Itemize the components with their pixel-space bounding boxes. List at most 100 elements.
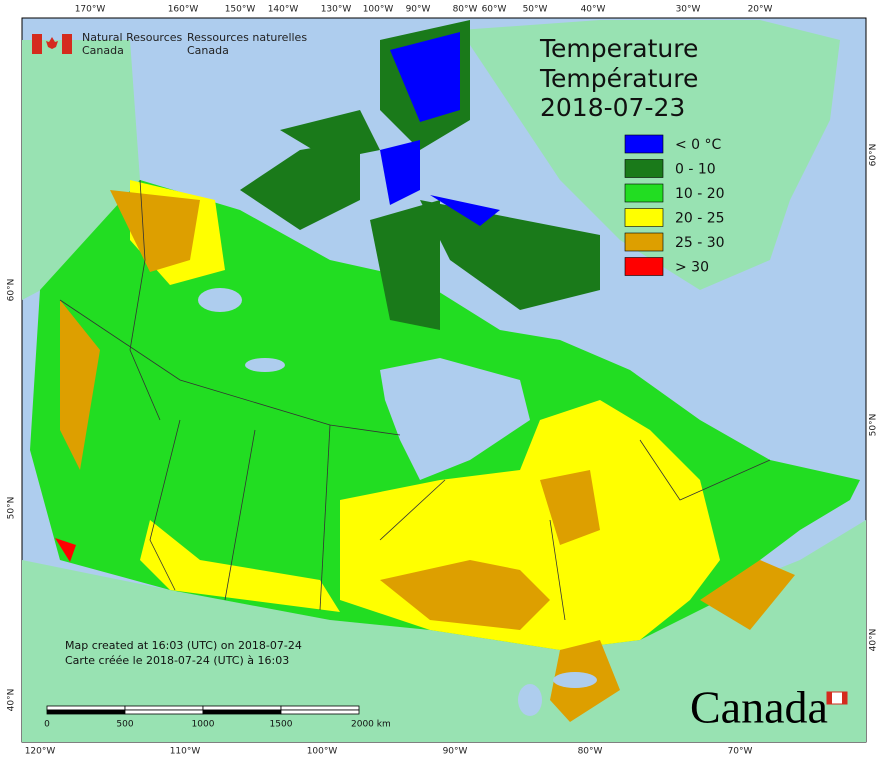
region <box>420 200 600 310</box>
graticule-label: 70°W <box>728 747 753 757</box>
scale-segment <box>202 705 282 711</box>
graticule-label: 60°W <box>482 5 507 15</box>
graticule-label: 150°W <box>225 5 256 15</box>
region <box>280 110 380 160</box>
graticule-label: 110°W <box>170 747 201 757</box>
legend: < 0 °C 0 - 10 10 - 20 20 - 25 25 - 30 > 30 <box>624 134 725 276</box>
scale-label: 1500 <box>270 720 293 730</box>
org-en: Natural Resources <box>82 31 183 44</box>
border <box>379 479 446 541</box>
graticule-label: 40°W <box>581 5 606 15</box>
scale-segment <box>46 709 126 715</box>
region <box>60 300 100 470</box>
graticule-label: 50°N <box>7 497 17 520</box>
hudson-bay <box>380 358 530 480</box>
graticule-label: 90°W <box>406 5 431 15</box>
legend-swatch <box>624 232 664 252</box>
region <box>380 140 420 205</box>
org-en: Canada <box>82 44 124 57</box>
graticule-label: 170°W <box>75 5 106 15</box>
graticule-labels: 170°W 160°W 150°W 140°W 130°W 100°W 90°W 80°W 60… <box>7 5 879 757</box>
graticule-label: 100°W <box>363 5 394 15</box>
header: Natural Resources Canada Ressources natu… <box>32 31 307 57</box>
graticule-label: 60°N <box>869 144 879 167</box>
legend-label: 25 - 30 <box>675 235 725 251</box>
graticule-label: 50°W <box>523 5 548 15</box>
lake <box>518 684 542 716</box>
graticule-label: 20°W <box>748 5 773 15</box>
date: 2018-07-23 <box>540 93 685 122</box>
graticule-label: 80°W <box>578 747 603 757</box>
scale-label: 500 <box>116 720 133 730</box>
graticule-label: 90°W <box>443 747 468 757</box>
scale-segment <box>202 709 282 715</box>
note: Map created at 16:03 (UTC) on 2018-07-24 <box>65 639 302 652</box>
border <box>59 299 401 436</box>
region <box>140 520 340 612</box>
legend-swatch <box>624 257 664 276</box>
legend-swatch <box>624 208 664 227</box>
graticule-label: 50°N <box>869 414 879 437</box>
border <box>149 419 181 591</box>
graticule-label: 30°W <box>676 5 701 15</box>
graticule-label: 40°N <box>7 689 17 712</box>
graticule-label: 130°W <box>321 5 352 15</box>
scale-label: 2000 km <box>351 720 391 730</box>
water-bodies <box>198 288 597 716</box>
border <box>549 519 566 621</box>
note: Carte créée le 2018-07-24 (UTC) à 16:03 <box>65 654 289 667</box>
graticule-label: 140°W <box>268 5 299 15</box>
lake <box>245 358 285 372</box>
alaska <box>22 40 140 300</box>
org-fr: Ressources naturelles <box>187 31 307 44</box>
scale-label: 0 <box>44 720 50 730</box>
flag-bar <box>32 34 42 54</box>
usa-land <box>22 520 866 742</box>
border <box>224 429 256 601</box>
legend-label: 0 - 10 <box>675 162 716 178</box>
wordmark-flag-bar <box>842 692 847 704</box>
wordmark-flag-bar <box>827 692 832 704</box>
graticule-label: 100°W <box>307 747 338 757</box>
scale-label: 1000 <box>192 720 215 730</box>
region <box>540 470 600 545</box>
scale-segment <box>124 705 204 711</box>
region <box>55 538 76 562</box>
graticule-label: 60°N <box>7 279 17 302</box>
title: Temperature <box>539 34 698 63</box>
legend-swatch <box>624 183 664 203</box>
basemap <box>22 20 866 742</box>
region <box>430 195 500 226</box>
region <box>380 560 550 630</box>
graticule-label: 120°W <box>25 747 56 757</box>
scale-segment <box>46 705 126 711</box>
legend-label: 20 - 25 <box>675 211 725 227</box>
flag-bar <box>62 34 72 54</box>
region <box>110 190 200 272</box>
scale-segment <box>280 705 360 711</box>
wordmark-text: Canada <box>690 682 828 733</box>
title: Température <box>539 64 698 93</box>
scale-bar: 0 500 1000 1500 2000 km <box>44 705 391 730</box>
region <box>240 140 360 230</box>
legend-label: 10 - 20 <box>675 186 725 202</box>
legend-swatch <box>624 159 664 178</box>
wordmark: Canada <box>690 682 848 733</box>
border <box>319 424 331 611</box>
org-fr: Canada <box>187 44 229 57</box>
greenland <box>460 20 840 290</box>
border <box>129 179 161 421</box>
graticule-label: 160°W <box>168 5 199 15</box>
region <box>370 200 440 330</box>
graticule-label: 80°W <box>453 5 478 15</box>
scale-segment <box>280 709 360 715</box>
scale-segment <box>124 709 204 715</box>
graticule-label: 40°N <box>869 629 879 652</box>
legend-label: < 0 °C <box>675 137 722 153</box>
border <box>639 439 771 501</box>
maple-leaf <box>46 37 58 49</box>
lake <box>198 288 242 312</box>
legend-swatch <box>624 134 664 154</box>
legend-label: > 30 <box>675 260 709 276</box>
